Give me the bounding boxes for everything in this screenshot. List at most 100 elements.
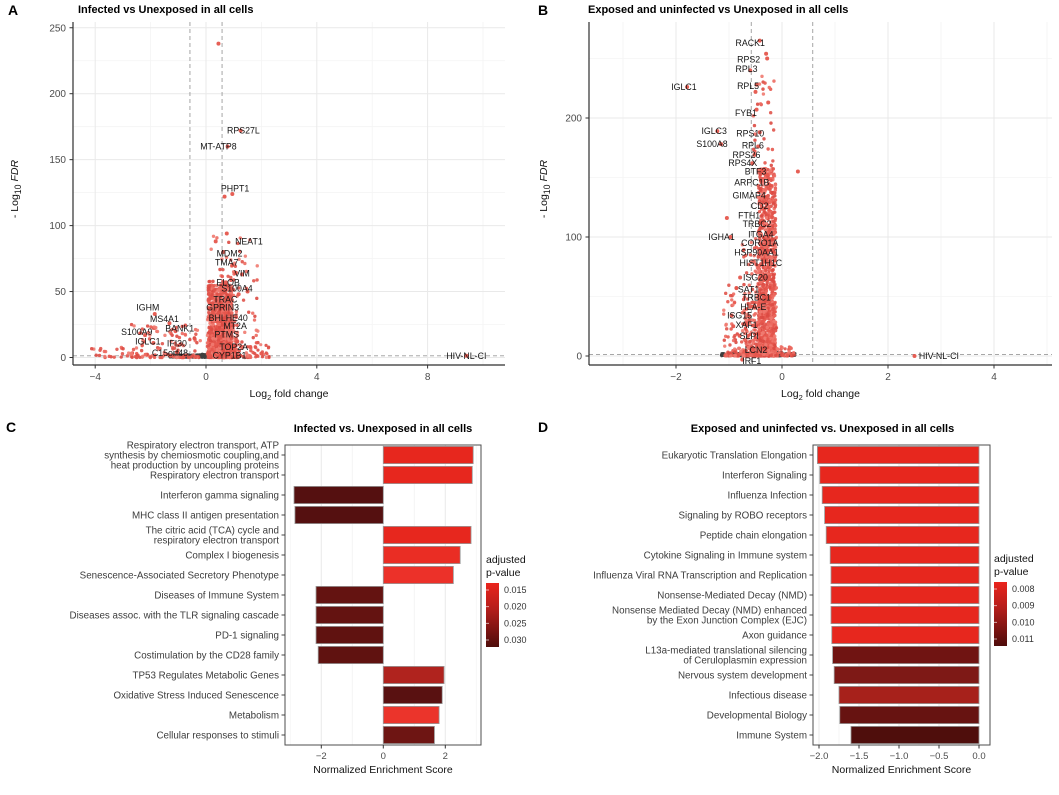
svg-text:HIV-NL-CI: HIV-NL-CI [919, 351, 959, 361]
svg-text:Developmental Biology: Developmental Biology [707, 711, 807, 722]
svg-text:TMA7: TMA7 [215, 258, 239, 268]
svg-text:200: 200 [565, 114, 582, 125]
svg-text:BHLHE40: BHLHE40 [209, 313, 248, 323]
svg-text:200: 200 [49, 89, 66, 100]
svg-text:XAF1: XAF1 [735, 320, 757, 330]
svg-text:2: 2 [443, 751, 448, 762]
svg-text:Nonsense-Mediated Decay (NMD): Nonsense-Mediated Decay (NMD) [657, 591, 807, 602]
svg-text:FYB1: FYB1 [735, 108, 757, 118]
panel-a: −4 0 4 8 0 50 100 150 200 250 RPS27L MT-ATP8 PHPT1 NE… [0, 0, 530, 415]
svg-text:HIST1H1C: HIST1H1C [740, 258, 783, 268]
panel-a-label: A [8, 2, 19, 18]
svg-text:BTF3: BTF3 [745, 167, 767, 177]
svg-text:−1.5: −1.5 [850, 751, 869, 762]
panel-b-label: B [538, 2, 549, 18]
svg-text:ARPC1B: ARPC1B [734, 177, 769, 187]
svg-text:Influenza Infection: Influenza Infection [727, 491, 807, 502]
svg-text:PTMS: PTMS [215, 329, 240, 339]
svg-text:TRBC1: TRBC1 [742, 293, 771, 303]
svg-text:PD-1 signaling: PD-1 signaling [215, 631, 279, 642]
svg-text:Interferon Signaling: Interferon Signaling [722, 471, 807, 482]
svg-text:−2: −2 [316, 751, 327, 762]
svg-text:Complex I biogenesis: Complex I biogenesis [185, 551, 279, 562]
svg-text:Diseases of Immune System: Diseases of Immune System [154, 591, 279, 602]
svg-text:0.025: 0.025 [504, 618, 527, 628]
svg-text:ISG20: ISG20 [743, 272, 768, 282]
svg-text:MS4A1: MS4A1 [150, 314, 179, 324]
svg-text:4: 4 [991, 372, 997, 383]
svg-text:SAT1: SAT1 [738, 284, 759, 294]
svg-text:S100A8: S100A8 [696, 139, 727, 149]
svg-text:MT2A: MT2A [223, 321, 247, 331]
svg-text:50: 50 [55, 287, 67, 298]
panel-a-title: Infected vs Unexposed in all cells [78, 4, 254, 16]
svg-text:FTH1: FTH1 [738, 211, 760, 221]
svg-text:0: 0 [381, 751, 386, 762]
svg-text:0.020: 0.020 [504, 602, 527, 612]
svg-text:MDM2: MDM2 [217, 248, 243, 258]
svg-text:IFI30: IFI30 [167, 339, 187, 349]
bar-chart-d: Eukaryotic Translation Elongation Interfe… [593, 444, 1035, 762]
panel-c-title: Infected vs. Unexposed in all cells [293, 423, 473, 435]
svg-text:Eukaryotic Translation Elongat: Eukaryotic Translation Elongation [662, 451, 807, 462]
svg-text:100: 100 [49, 221, 66, 232]
svg-text:SLPI: SLPI [740, 331, 759, 341]
svg-text:GIMAP4: GIMAP4 [733, 190, 766, 200]
x-axis-label-d: Normalized Enrichment Score [831, 764, 972, 776]
svg-text:IGHA1: IGHA1 [708, 232, 735, 242]
svg-text:−4: −4 [89, 372, 101, 383]
svg-text:BANK1: BANK1 [165, 323, 194, 333]
svg-text:−0.5: −0.5 [930, 751, 949, 762]
panel-b-title: Exposed and uninfected vs Unexposed in a… [588, 4, 849, 16]
svg-text:S100A4: S100A4 [221, 283, 252, 293]
svg-text:RPS4X: RPS4X [728, 158, 757, 168]
svg-text:100: 100 [565, 233, 582, 244]
svg-text:adjusted: adjusted [994, 553, 1034, 565]
svg-text:CORO1A: CORO1A [741, 238, 778, 248]
svg-text:VIM: VIM [234, 269, 250, 279]
svg-text:Infectious disease: Infectious disease [729, 691, 808, 702]
x-axis-label-b: Log2 fold change [781, 388, 860, 403]
svg-text:0: 0 [203, 372, 209, 383]
svg-text:HSP90AA1: HSP90AA1 [734, 247, 779, 257]
svg-text:0: 0 [60, 353, 66, 364]
svg-text:−1.0: −1.0 [890, 751, 909, 762]
svg-text:HLA-E: HLA-E [740, 302, 766, 312]
svg-text:IGHM: IGHM [136, 302, 159, 312]
x-axis-label-c: Normalized Enrichment Score [313, 764, 453, 776]
svg-text:IGLC1: IGLC1 [671, 82, 697, 92]
svg-text:MHC class II antigen presentat: MHC class II antigen presentation [132, 511, 279, 522]
svg-text:Interferon gamma signaling: Interferon gamma signaling [160, 491, 279, 502]
svg-text:Nonsense Mediated Decay (NMD): Nonsense Mediated Decay (NMD) enhanced [612, 606, 807, 617]
svg-text:−2.0: −2.0 [810, 751, 829, 762]
svg-text:RPS2: RPS2 [737, 55, 760, 65]
svg-text:IGLC3: IGLC3 [701, 126, 727, 136]
panel-c: Respiratory electron transport, ATP synth… [0, 415, 530, 795]
svg-text:IGLC1: IGLC1 [135, 337, 161, 347]
svg-text:S100A9: S100A9 [121, 327, 152, 337]
svg-text:IRF1: IRF1 [742, 356, 761, 366]
svg-text:of Ceruloplasmin expression: of Ceruloplasmin expression [683, 656, 807, 667]
svg-text:Respiratory electron transport: Respiratory electron transport, ATP [127, 441, 280, 452]
svg-text:adjusted: adjusted [486, 554, 526, 566]
svg-text:RPS27L: RPS27L [227, 126, 260, 136]
svg-text:respiratory electron transport: respiratory electron transport [154, 536, 280, 547]
svg-text:0.010: 0.010 [1012, 617, 1035, 627]
svg-text:0.011: 0.011 [1012, 634, 1034, 644]
svg-text:C15orf48: C15orf48 [152, 348, 188, 358]
svg-text:p-value: p-value [994, 566, 1029, 578]
svg-text:ISG15: ISG15 [727, 311, 752, 321]
svg-text:0: 0 [779, 372, 785, 383]
svg-text:2: 2 [885, 372, 891, 383]
svg-text:TRBC2: TRBC2 [743, 219, 772, 229]
svg-text:RPL6: RPL6 [742, 140, 764, 150]
svg-text:TP53 Regulates Metabolic Genes: TP53 Regulates Metabolic Genes [133, 671, 280, 682]
svg-text:Diseases assoc. with the TLR s: Diseases assoc. with the TLR signaling c… [70, 611, 280, 622]
svg-text:HIV-NL-CI: HIV-NL-CI [446, 351, 486, 361]
bar-chart-c: Respiratory electron transport, ATPsynth… [70, 441, 527, 763]
svg-text:TRAC: TRAC [213, 294, 238, 304]
svg-text:Oxidative Stress Induced Senes: Oxidative Stress Induced Senescence [113, 691, 279, 702]
svg-text:RPS26: RPS26 [733, 150, 761, 160]
